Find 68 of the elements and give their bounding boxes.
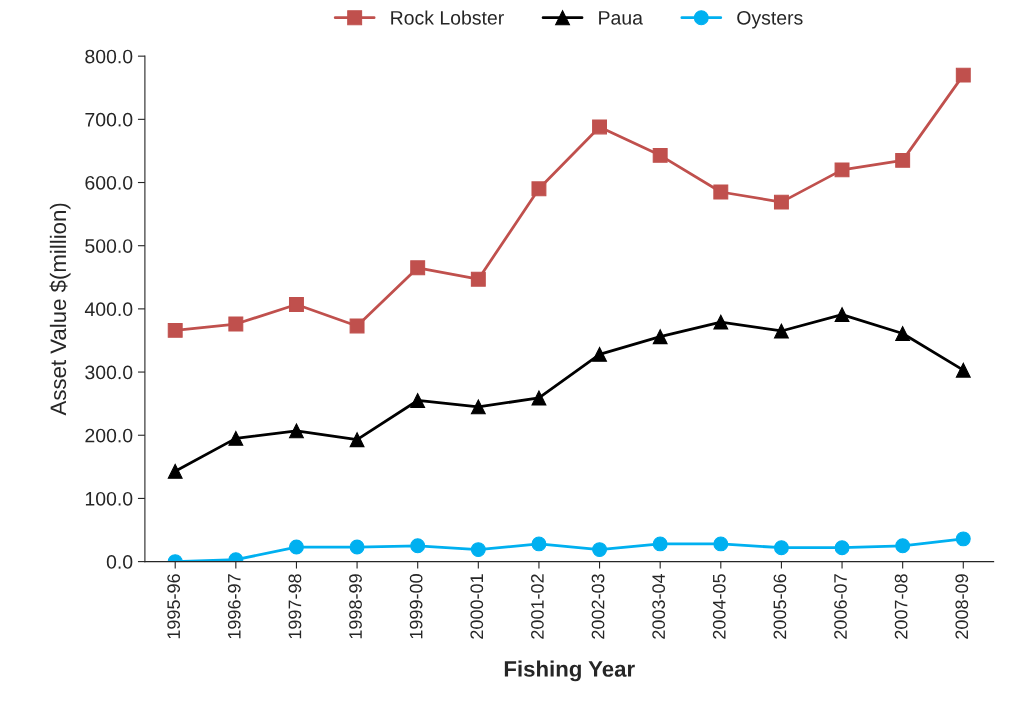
point — [470, 542, 486, 558]
x-tick-label: 1995-96 — [167, 574, 181, 639]
point — [228, 316, 244, 332]
point — [773, 194, 789, 210]
point — [773, 540, 789, 556]
y-tick-label: 0.0 — [106, 555, 133, 569]
point — [895, 538, 911, 554]
point — [652, 147, 668, 163]
point — [652, 536, 668, 552]
x-tick-label: 1999-00 — [409, 574, 423, 639]
point — [410, 393, 426, 408]
point — [167, 463, 183, 479]
point — [834, 307, 850, 323]
legend-label: Oysters — [737, 10, 803, 29]
point — [652, 329, 668, 345]
x-tick-label: 2001-02 — [531, 574, 544, 639]
y-tick-label: 200.0 — [85, 428, 133, 443]
x-tick-label: 2000-01 — [470, 574, 484, 639]
point — [228, 430, 244, 446]
legend-label: Rock Lobster — [391, 10, 504, 25]
x-tick-label: 2006-07 — [834, 574, 847, 639]
point — [895, 326, 911, 341]
point — [288, 423, 304, 439]
point — [167, 322, 183, 338]
y-tick-label: 400.0 — [84, 302, 133, 317]
x-tick-label: 1998-99 — [349, 574, 362, 639]
x-tick-label: 1997-98 — [288, 574, 302, 639]
legend-label: Paua — [599, 11, 643, 25]
y-tick-label: 600.0 — [85, 175, 133, 190]
y-tick-label: 800.0 — [85, 49, 133, 64]
x-tick-label: 2004-05 — [712, 574, 726, 639]
point — [834, 540, 850, 556]
y-axis-title: Asset Value $(million) — [49, 203, 71, 416]
point — [895, 152, 911, 168]
point — [955, 362, 971, 378]
point — [288, 539, 304, 555]
point — [713, 314, 729, 330]
point — [592, 542, 608, 558]
point — [288, 296, 304, 312]
point — [955, 67, 971, 83]
x-tick-label: 2005-06 — [773, 574, 787, 639]
point — [592, 119, 608, 135]
point — [349, 539, 365, 555]
point — [470, 399, 486, 415]
point — [410, 260, 426, 276]
x-tick-label: 2003-04 — [652, 573, 666, 639]
point — [834, 162, 850, 178]
point — [470, 271, 486, 287]
point — [713, 184, 729, 200]
point — [531, 536, 547, 552]
point — [955, 531, 971, 547]
y-tick-label: 700.0 — [85, 112, 133, 127]
point — [410, 538, 426, 554]
y-tick-label: 300.0 — [85, 365, 133, 380]
x-tick-label: 2002-03 — [591, 574, 605, 639]
x-tick-label: 2008-09 — [955, 574, 969, 639]
y-tick-label: 500.0 — [85, 239, 133, 253]
point — [531, 390, 547, 406]
point — [773, 323, 789, 339]
point — [531, 181, 547, 197]
point — [349, 432, 365, 448]
point — [592, 346, 608, 362]
x-tick-label: 1996-97 — [227, 574, 241, 639]
point — [349, 318, 365, 334]
x-tick-label: 2007-08 — [894, 574, 908, 639]
y-tick-label: 100.0 — [85, 491, 133, 506]
x-axis-title: Fishing Year — [504, 660, 635, 682]
point — [713, 536, 729, 552]
